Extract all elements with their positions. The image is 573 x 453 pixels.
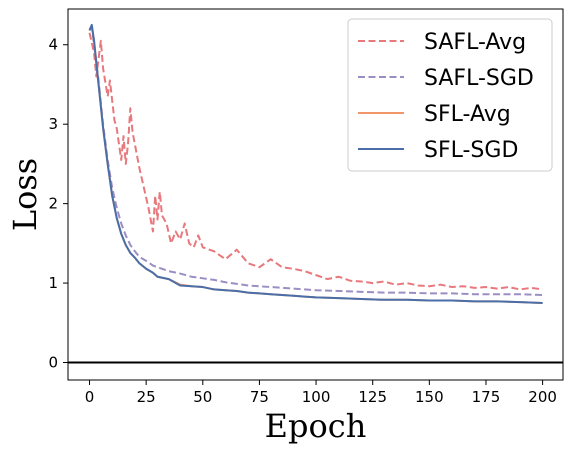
legend: SAFL-Avg SAFL-SGD SFL-Avg SFL-SGD [347, 18, 553, 172]
legend-label: SFL-SGD [424, 138, 518, 163]
x-tick-label: 125 [358, 388, 387, 406]
x-tick-label: 75 [250, 388, 269, 406]
legend-label: SAFL-SGD [424, 66, 534, 91]
y-tick-label: 3 [48, 115, 58, 133]
x-tick-label: 200 [528, 388, 557, 406]
x-tick-label: 0 [85, 388, 95, 406]
x-axis-label: Epoch [265, 407, 367, 445]
legend-label: SFL-Avg [424, 102, 511, 127]
legend-box [347, 18, 553, 172]
y-axis-label: Loss [6, 158, 44, 231]
y-tick-label: 0 [48, 354, 58, 372]
y-axis-ticks: 0 1 2 3 4 [48, 36, 68, 372]
series-line-safl-avg [88, 32, 543, 291]
x-tick-label: 50 [193, 388, 212, 406]
x-tick-label: 25 [137, 388, 156, 406]
x-tick-label: 100 [302, 388, 331, 406]
y-tick-label: 2 [48, 195, 58, 213]
series-line-sfl-sgd [88, 23, 543, 304]
x-tick-label: 175 [472, 388, 501, 406]
y-tick-label: 1 [48, 274, 58, 292]
series-layer [88, 23, 543, 304]
legend-label: SAFL-Avg [424, 30, 526, 55]
y-tick-label: 4 [48, 36, 58, 54]
plot-frame [67, 8, 564, 381]
x-axis-ticks: 0 25 50 75 100 125 150 175 200 [85, 380, 557, 406]
series-line-safl-sgd [88, 26, 543, 296]
x-tick-label: 150 [415, 388, 444, 406]
